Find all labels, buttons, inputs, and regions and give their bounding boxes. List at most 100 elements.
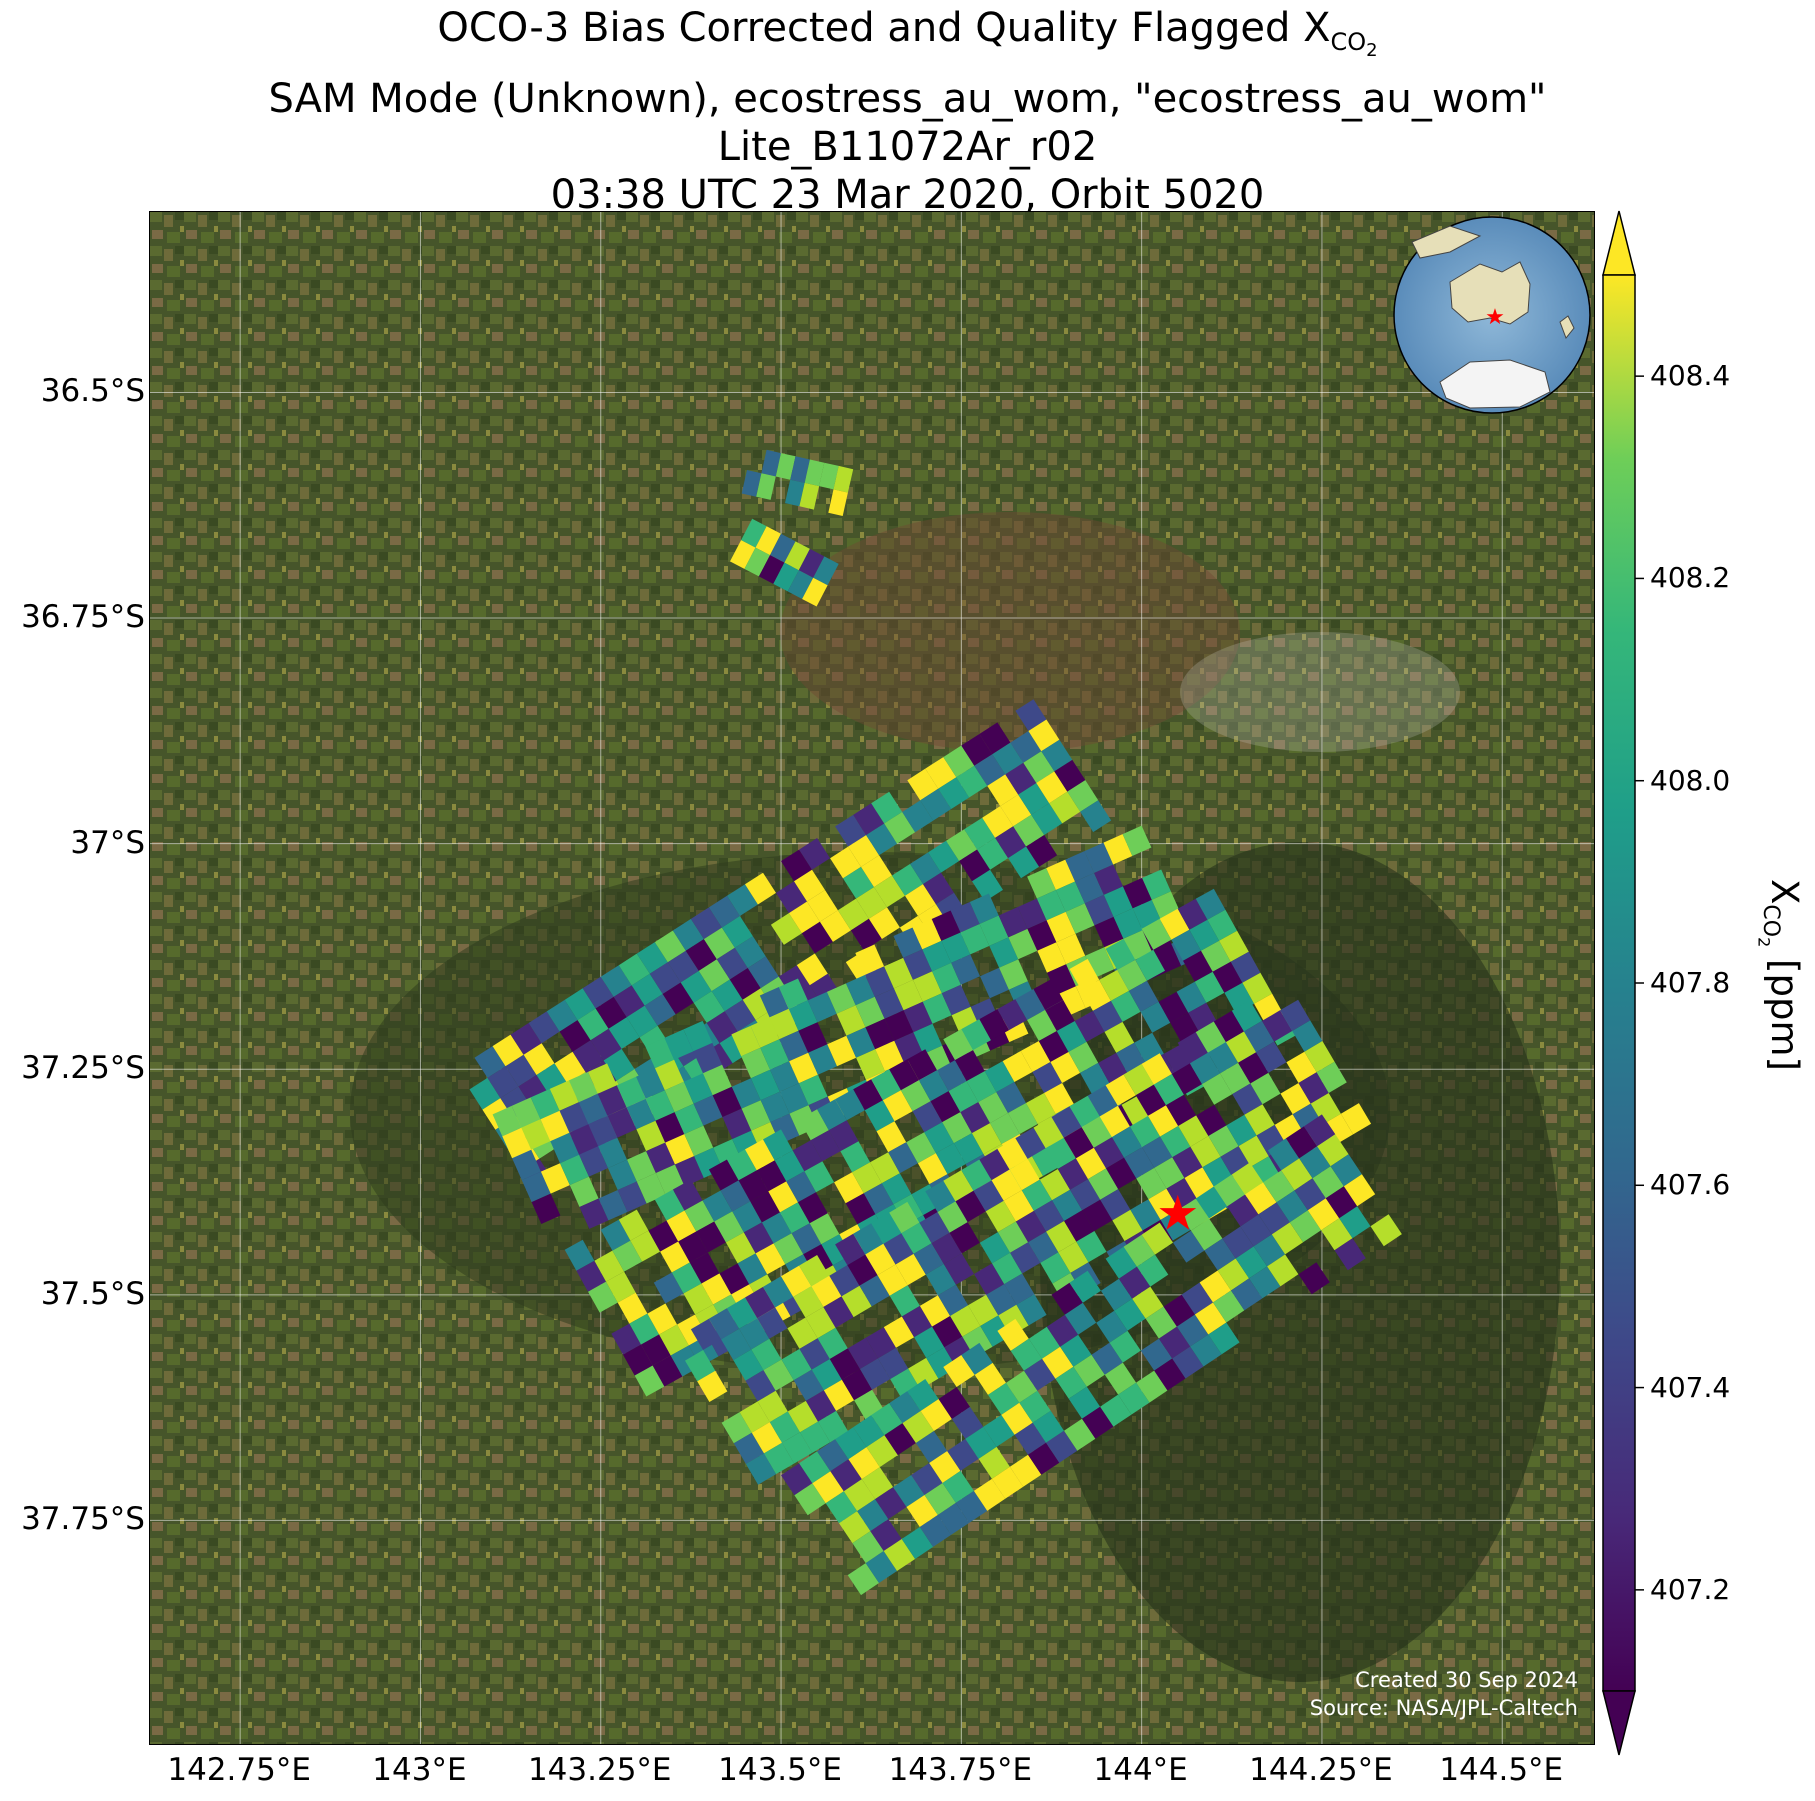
sounding-cell [693,1042,723,1074]
sounding-cell [588,1281,618,1313]
sounding-cell [1128,980,1159,1012]
sounding-cell [579,1198,609,1229]
sounding-cell [919,1212,950,1244]
sounding-cell [690,907,722,940]
sounding-cell [727,1297,758,1329]
sounding-cell [935,1143,966,1175]
sounding-cell [974,754,1006,786]
sounding-cell [920,1399,952,1431]
sounding-cell [1123,1234,1155,1267]
sounding-cell [1339,1206,1371,1239]
sounding-cell [1070,1179,1101,1211]
sounding-cell [1225,1031,1257,1063]
sounding-cell [641,1334,671,1366]
sounding-cell [492,1034,524,1067]
sounding-cell [902,1411,934,1443]
sounding-cell [1112,1209,1143,1242]
sounding-cell [913,971,942,1002]
lat-tick-label: 37.75°S [21,1501,145,1538]
sounding-cell [1181,1282,1213,1315]
sounding-cell [664,1081,694,1113]
sounding-cell [905,884,936,916]
sounding-cell [623,1344,653,1376]
sounding-cell [973,1180,1004,1212]
sounding-cell [955,1490,988,1523]
sounding-cell [817,1327,848,1359]
sounding-cell [871,791,903,824]
sounding-cell [1018,783,1050,815]
sounding-cell [792,1140,823,1172]
sounding-cell [1069,1270,1101,1303]
sounding-cell [964,817,996,850]
sounding-cell [579,1146,608,1177]
sounding-cell [654,1189,685,1221]
sounding-cell [1114,1298,1146,1331]
sounding-cell [1343,1174,1376,1207]
sounding-cell [1322,1113,1354,1145]
sounding-cell [1231,1162,1264,1195]
sounding-cell [745,872,776,905]
sounding-cell [1159,908,1190,940]
sounding-cell [1340,1103,1372,1135]
sounding-cell [1015,1127,1046,1159]
sounding-cell [594,1250,625,1282]
sounding-cell [608,1017,640,1049]
sounding-cell [1280,1083,1311,1115]
sounding-cell [826,983,856,1014]
sounding-cell [1177,1198,1210,1231]
sounding-cell [1001,1402,1033,1435]
sounding-cell [1042,1346,1074,1379]
map-panel[interactable]: ★ ★ Created 30 Sep 2024 Source: NASA/JPL… [149,211,1595,1745]
sounding-cell [922,940,952,972]
sounding-cell [655,1112,685,1143]
sounding-cell [629,1313,660,1345]
sounding-cell [1019,1390,1051,1423]
sounding-cell [755,526,781,556]
sounding-cell [1189,1052,1221,1085]
sounding-cell [1262,1010,1293,1042]
sounding-cell [554,1051,586,1084]
sounding-cell [693,991,725,1023]
sounding-cell [648,1220,679,1252]
sounding-cell [768,1181,798,1213]
sounding-cell [966,1071,997,1103]
sounding-cell [750,1069,780,1101]
sounding-cell [987,774,1019,807]
sounding-cell [1068,1041,1099,1073]
sounding-cell [764,1442,795,1475]
sounding-cell [1163,1294,1195,1327]
sounding-cell [724,999,756,1032]
sounding-cell [978,1446,1010,1479]
colorbar-tick-label: 408.0 [1650,763,1731,797]
sounding-cell [652,1355,683,1387]
sounding-cell [807,890,838,922]
sounding-cell [774,1150,805,1182]
sounding-cell [1191,1218,1223,1251]
sounding-cell [961,734,993,766]
sounding-cell [982,806,1014,838]
sounding-cell [1176,981,1207,1013]
sounding-cell [1023,751,1055,783]
sounding-cell [1123,1063,1154,1096]
sounding-cell [786,1171,816,1203]
sounding-cell [883,1539,916,1571]
sounding-cell [991,1466,1024,1499]
sounding-cell [893,1475,925,1507]
map-canvas[interactable]: ★ ★ [150,212,1595,1745]
sounding-cell [1292,1020,1323,1052]
sounding-cell [1232,1083,1263,1115]
sounding-cell [812,1471,844,1504]
sounding-cell [1039,1169,1070,1201]
sounding-cell [949,1222,980,1254]
colorbar-tick-label: 407.6 [1650,1168,1731,1202]
sounding-cell [564,988,596,1021]
sounding-cell [883,1316,915,1348]
sounding-cell [1008,1103,1038,1134]
sounding-cell [938,777,970,809]
sounding-cell [825,1491,858,1524]
sounding-cell [837,898,869,931]
sounding-cell [1044,1083,1074,1114]
sounding-cell [734,936,766,968]
sounding-cell [1056,1021,1087,1052]
sounding-cell [992,1252,1023,1285]
